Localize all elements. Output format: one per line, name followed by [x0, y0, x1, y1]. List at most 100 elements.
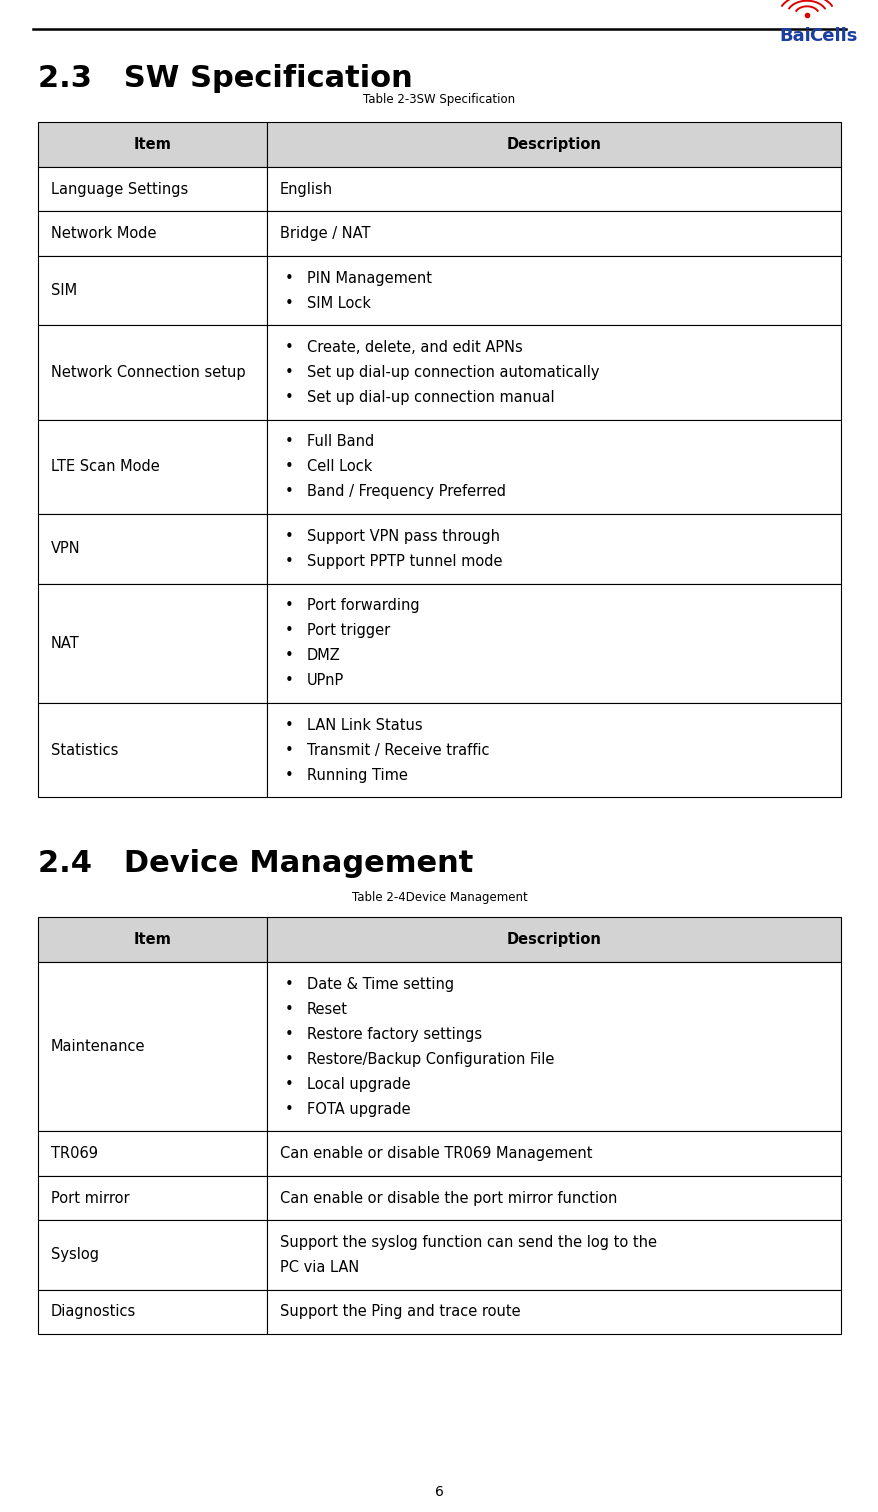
- Text: •: •: [284, 484, 293, 499]
- Bar: [38, 703, 267, 797]
- Text: PIN Management: PIN Management: [306, 271, 431, 286]
- Text: •: •: [284, 434, 293, 449]
- Bar: [38, 584, 267, 703]
- Text: •: •: [284, 271, 293, 286]
- Text: Table 2-4Device Management: Table 2-4Device Management: [351, 892, 527, 904]
- Bar: [38, 918, 267, 962]
- Text: Language Settings: Language Settings: [51, 181, 188, 197]
- Text: Item: Item: [133, 138, 171, 153]
- Text: Cells: Cells: [808, 27, 856, 45]
- Text: Cell Lock: Cell Lock: [306, 460, 371, 475]
- Bar: [267, 256, 840, 325]
- Text: •: •: [284, 390, 293, 405]
- Bar: [267, 1176, 840, 1220]
- Text: NAT: NAT: [51, 637, 80, 650]
- Bar: [38, 325, 267, 420]
- Text: Set up dial-up connection automatically: Set up dial-up connection automatically: [306, 364, 599, 380]
- Text: Network Mode: Network Mode: [51, 227, 156, 240]
- Bar: [267, 514, 840, 584]
- Bar: [38, 212, 267, 256]
- Text: •: •: [284, 1077, 293, 1092]
- Bar: [267, 1131, 840, 1176]
- Bar: [267, 918, 840, 962]
- Text: Support PPTP tunnel mode: Support PPTP tunnel mode: [306, 553, 502, 569]
- Text: •: •: [284, 340, 293, 355]
- Text: 2.3   SW Specification: 2.3 SW Specification: [38, 64, 413, 92]
- Text: •: •: [284, 1052, 293, 1066]
- Bar: [267, 166, 840, 212]
- Bar: [267, 1290, 840, 1334]
- Bar: [38, 1176, 267, 1220]
- Text: •: •: [284, 649, 293, 664]
- Text: Create, delete, and edit APNs: Create, delete, and edit APNs: [306, 340, 522, 355]
- Bar: [38, 166, 267, 212]
- Text: •: •: [284, 1027, 293, 1042]
- Text: Can enable or disable the port mirror function: Can enable or disable the port mirror fu…: [279, 1190, 616, 1205]
- Bar: [38, 962, 267, 1131]
- Bar: [267, 1220, 840, 1290]
- Text: Table 2-3SW Specification: Table 2-3SW Specification: [363, 92, 515, 106]
- Text: •: •: [284, 742, 293, 758]
- Text: Support VPN pass through: Support VPN pass through: [306, 529, 500, 544]
- Text: •: •: [284, 1102, 293, 1117]
- Text: •: •: [284, 599, 293, 614]
- Text: Date & Time setting: Date & Time setting: [306, 977, 453, 992]
- Text: Bai: Bai: [778, 27, 810, 45]
- Text: Port forwarding: Port forwarding: [306, 599, 419, 614]
- Bar: [38, 122, 267, 166]
- Text: Can enable or disable TR069 Management: Can enable or disable TR069 Management: [279, 1146, 592, 1161]
- Text: DMZ: DMZ: [306, 649, 340, 664]
- Text: •: •: [284, 460, 293, 475]
- Text: Set up dial-up connection manual: Set up dial-up connection manual: [306, 390, 554, 405]
- Bar: [267, 962, 840, 1131]
- Text: Transmit / Receive traffic: Transmit / Receive traffic: [306, 742, 489, 758]
- Text: English: English: [279, 181, 333, 197]
- Bar: [267, 122, 840, 166]
- Text: VPN: VPN: [51, 541, 81, 556]
- Text: •: •: [284, 553, 293, 569]
- Text: FOTA upgrade: FOTA upgrade: [306, 1102, 410, 1117]
- Text: Diagnostics: Diagnostics: [51, 1305, 136, 1320]
- Text: LAN Link Status: LAN Link Status: [306, 718, 422, 733]
- Text: Network Connection setup: Network Connection setup: [51, 364, 245, 380]
- Text: Support the syslog function can send the log to the: Support the syslog function can send the…: [279, 1235, 656, 1250]
- Bar: [38, 514, 267, 584]
- Text: Support the Ping and trace route: Support the Ping and trace route: [279, 1305, 520, 1320]
- Text: 6: 6: [435, 1485, 443, 1498]
- Text: Item: Item: [133, 933, 171, 947]
- Text: •: •: [284, 1001, 293, 1016]
- Text: Reset: Reset: [306, 1001, 348, 1016]
- Bar: [38, 420, 267, 514]
- Text: •: •: [284, 718, 293, 733]
- Text: Bridge / NAT: Bridge / NAT: [279, 227, 370, 240]
- Text: SIM Lock: SIM Lock: [306, 295, 371, 310]
- Text: SIM: SIM: [51, 283, 77, 298]
- Text: Description: Description: [506, 138, 601, 153]
- Text: •: •: [284, 673, 293, 688]
- Text: Statistics: Statistics: [51, 742, 119, 758]
- Text: Running Time: Running Time: [306, 768, 407, 783]
- Bar: [38, 1290, 267, 1334]
- Bar: [38, 1220, 267, 1290]
- Bar: [267, 584, 840, 703]
- Text: Syslog: Syslog: [51, 1247, 99, 1263]
- Text: •: •: [284, 623, 293, 638]
- Text: •: •: [284, 295, 293, 310]
- Text: Restore factory settings: Restore factory settings: [306, 1027, 481, 1042]
- Text: Maintenance: Maintenance: [51, 1039, 146, 1054]
- Text: •: •: [284, 529, 293, 544]
- Text: Restore/Backup Configuration File: Restore/Backup Configuration File: [306, 1052, 554, 1066]
- Text: Description: Description: [506, 933, 601, 947]
- Bar: [38, 256, 267, 325]
- Bar: [267, 212, 840, 256]
- Bar: [267, 703, 840, 797]
- Text: Band / Frequency Preferred: Band / Frequency Preferred: [306, 484, 505, 499]
- Text: LTE Scan Mode: LTE Scan Mode: [51, 460, 160, 475]
- Bar: [267, 420, 840, 514]
- Text: •: •: [284, 977, 293, 992]
- Bar: [38, 1131, 267, 1176]
- Text: TR069: TR069: [51, 1146, 97, 1161]
- Text: PC via LAN: PC via LAN: [279, 1259, 359, 1275]
- Text: •: •: [284, 364, 293, 380]
- Text: 2.4   Device Management: 2.4 Device Management: [38, 850, 473, 878]
